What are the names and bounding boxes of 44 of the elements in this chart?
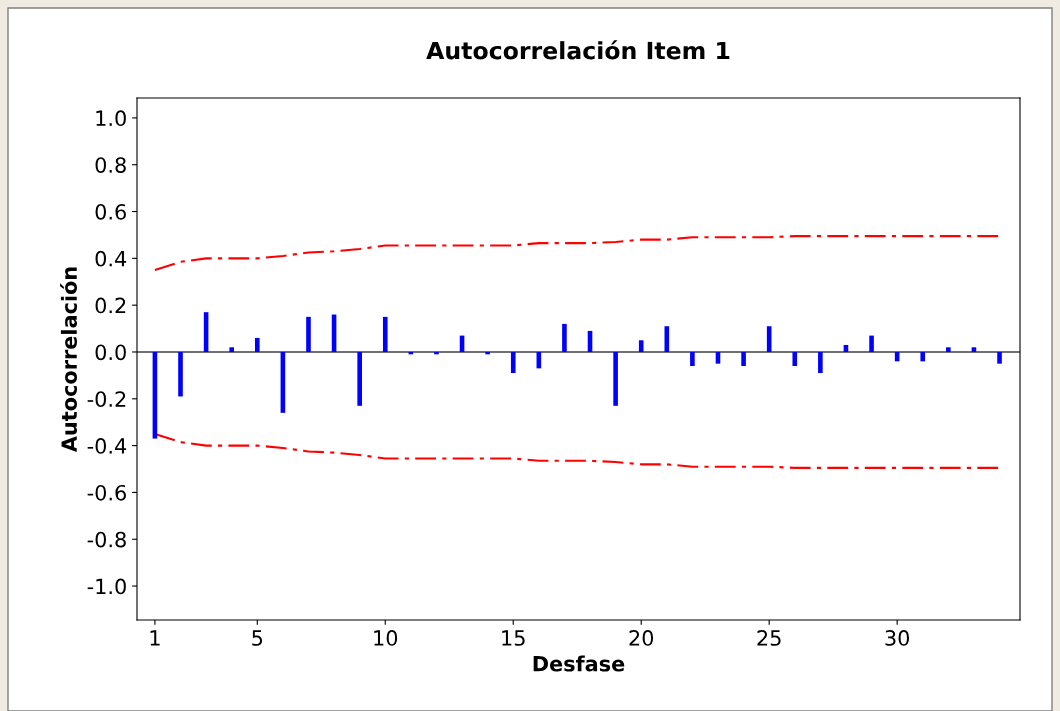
bar — [613, 351, 618, 406]
y-tick-label: -1.0 — [87, 578, 126, 595]
x-tick-label: 20 — [629, 630, 654, 646]
y-tick-label: 0.6 — [95, 203, 126, 220]
y-tick-label: -0.4 — [87, 438, 127, 454]
bar — [485, 351, 490, 355]
bar — [382, 316, 388, 352]
bar — [690, 351, 695, 367]
y-tick-label: 1.0 — [96, 110, 126, 127]
x-tick-label: 25 — [757, 630, 781, 646]
bar — [946, 347, 951, 352]
bar — [997, 351, 1002, 364]
x-tick-label: 30 — [885, 630, 910, 646]
bar — [510, 351, 516, 374]
y-tick-label: 0.4 — [95, 250, 127, 267]
bar — [254, 337, 260, 352]
bar — [306, 316, 311, 352]
x-tick-label: 10 — [374, 630, 398, 646]
x-axis-title: Desfase — [533, 655, 625, 672]
x-tick-label: 15 — [502, 630, 525, 646]
x-tick-label: 5 — [252, 630, 263, 646]
y-tick-label: 0.8 — [95, 157, 126, 173]
bar — [792, 351, 798, 367]
bar — [638, 340, 644, 352]
bar — [664, 326, 670, 352]
bar — [869, 335, 874, 352]
y-axis-title: Autocorrelación — [60, 267, 78, 453]
y-tick-label: -0.8 — [87, 531, 126, 548]
bar — [971, 347, 977, 352]
bar — [562, 323, 567, 352]
y-tick-label: -0.6 — [87, 484, 126, 501]
bar — [741, 351, 746, 367]
bar — [818, 351, 823, 374]
chart-title: Autocorrelación Item 1 — [426, 40, 730, 60]
y-tick-label: 0.2 — [95, 297, 126, 314]
y-tick-label: -0.2 — [87, 391, 126, 408]
bar — [357, 351, 362, 406]
bar — [178, 351, 183, 397]
bar — [229, 347, 234, 352]
line-series — [153, 235, 1001, 272]
bar — [920, 351, 926, 362]
y-tick-label: 0.0 — [95, 344, 126, 361]
bar — [434, 351, 439, 355]
x-tick-label: 1 — [150, 630, 160, 646]
